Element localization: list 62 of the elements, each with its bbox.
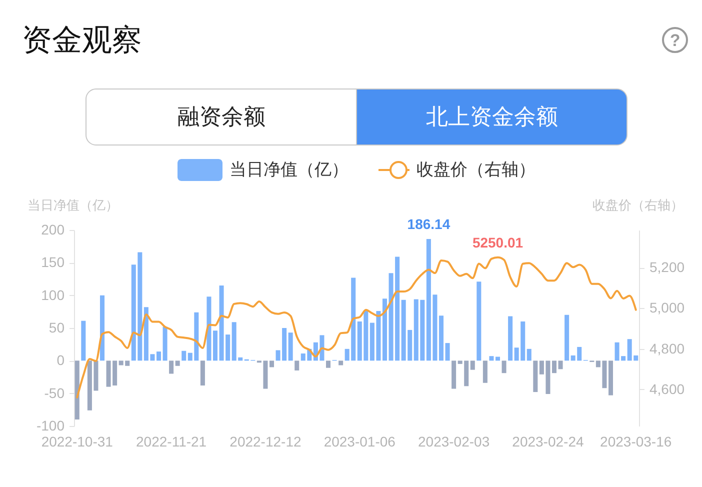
bar <box>552 360 557 374</box>
x-tick-label: 2022-12-12 <box>230 434 302 450</box>
x-tick-label: 2023-02-03 <box>418 434 490 450</box>
bar <box>608 360 614 396</box>
bar <box>526 348 532 361</box>
bar <box>162 326 168 361</box>
legend-label: 当日净值（亿） <box>230 160 348 179</box>
bar <box>288 332 293 361</box>
bar <box>81 320 86 361</box>
y2-tick-label: 5,000 <box>650 300 685 316</box>
text: ? <box>670 31 680 50</box>
bar <box>200 360 205 386</box>
y-axis-title: 当日净值（亿） <box>28 198 118 212</box>
y-tick-label: 50 <box>48 320 65 336</box>
bar <box>482 360 488 383</box>
y2-axis-title: 收盘价（右轴） <box>592 198 684 212</box>
bar <box>269 360 274 368</box>
y2-tick-label: 5,200 <box>650 259 685 276</box>
bar <box>294 360 300 370</box>
y2-tick-label: 4,600 <box>650 380 685 397</box>
bar <box>382 298 388 361</box>
bar <box>169 360 174 374</box>
chart-title: 资金观察 <box>22 24 142 57</box>
bar <box>156 352 162 361</box>
bar <box>74 360 80 420</box>
bar <box>495 356 500 361</box>
bar <box>212 330 218 361</box>
bar <box>489 356 494 361</box>
bar <box>476 282 482 361</box>
bar <box>508 316 513 361</box>
bar <box>445 343 450 361</box>
bar <box>564 314 570 361</box>
y-tick-label: 150 <box>41 254 65 270</box>
bar <box>470 360 475 370</box>
legend-label: 收盘价（右轴） <box>416 160 536 179</box>
data-label: 186.14 <box>407 216 450 232</box>
bar <box>338 360 344 366</box>
bar <box>438 316 444 361</box>
bar <box>558 360 563 370</box>
y-tick-label: 0 <box>56 352 65 368</box>
x-tick-label: 2023-03-16 <box>600 434 672 450</box>
y-tick-label: -50 <box>44 384 65 401</box>
y-tick-label: -100 <box>36 418 65 434</box>
line-series <box>76 256 637 398</box>
y2-tick-label: 4,800 <box>650 340 685 356</box>
y-tick-label: 100 <box>41 286 65 303</box>
text: 融资余额 <box>177 104 266 129</box>
bar <box>100 295 105 361</box>
bar <box>175 360 180 366</box>
bar <box>326 360 331 368</box>
x-tick-label: 2022-10-31 <box>41 434 114 450</box>
bar <box>452 360 456 389</box>
text: 北上资金余额 <box>426 104 558 129</box>
y-tick-label: 200 <box>41 222 65 238</box>
x-tick-label: 2023-01-06 <box>324 434 396 450</box>
x-tick-label: 2022-11-21 <box>136 434 207 450</box>
bar <box>182 350 186 361</box>
bar <box>533 360 538 392</box>
bar <box>502 360 506 374</box>
x-tick-label: 2023-02-24 <box>512 434 584 450</box>
bar <box>206 296 212 361</box>
data-label: 5250.01 <box>472 234 524 250</box>
